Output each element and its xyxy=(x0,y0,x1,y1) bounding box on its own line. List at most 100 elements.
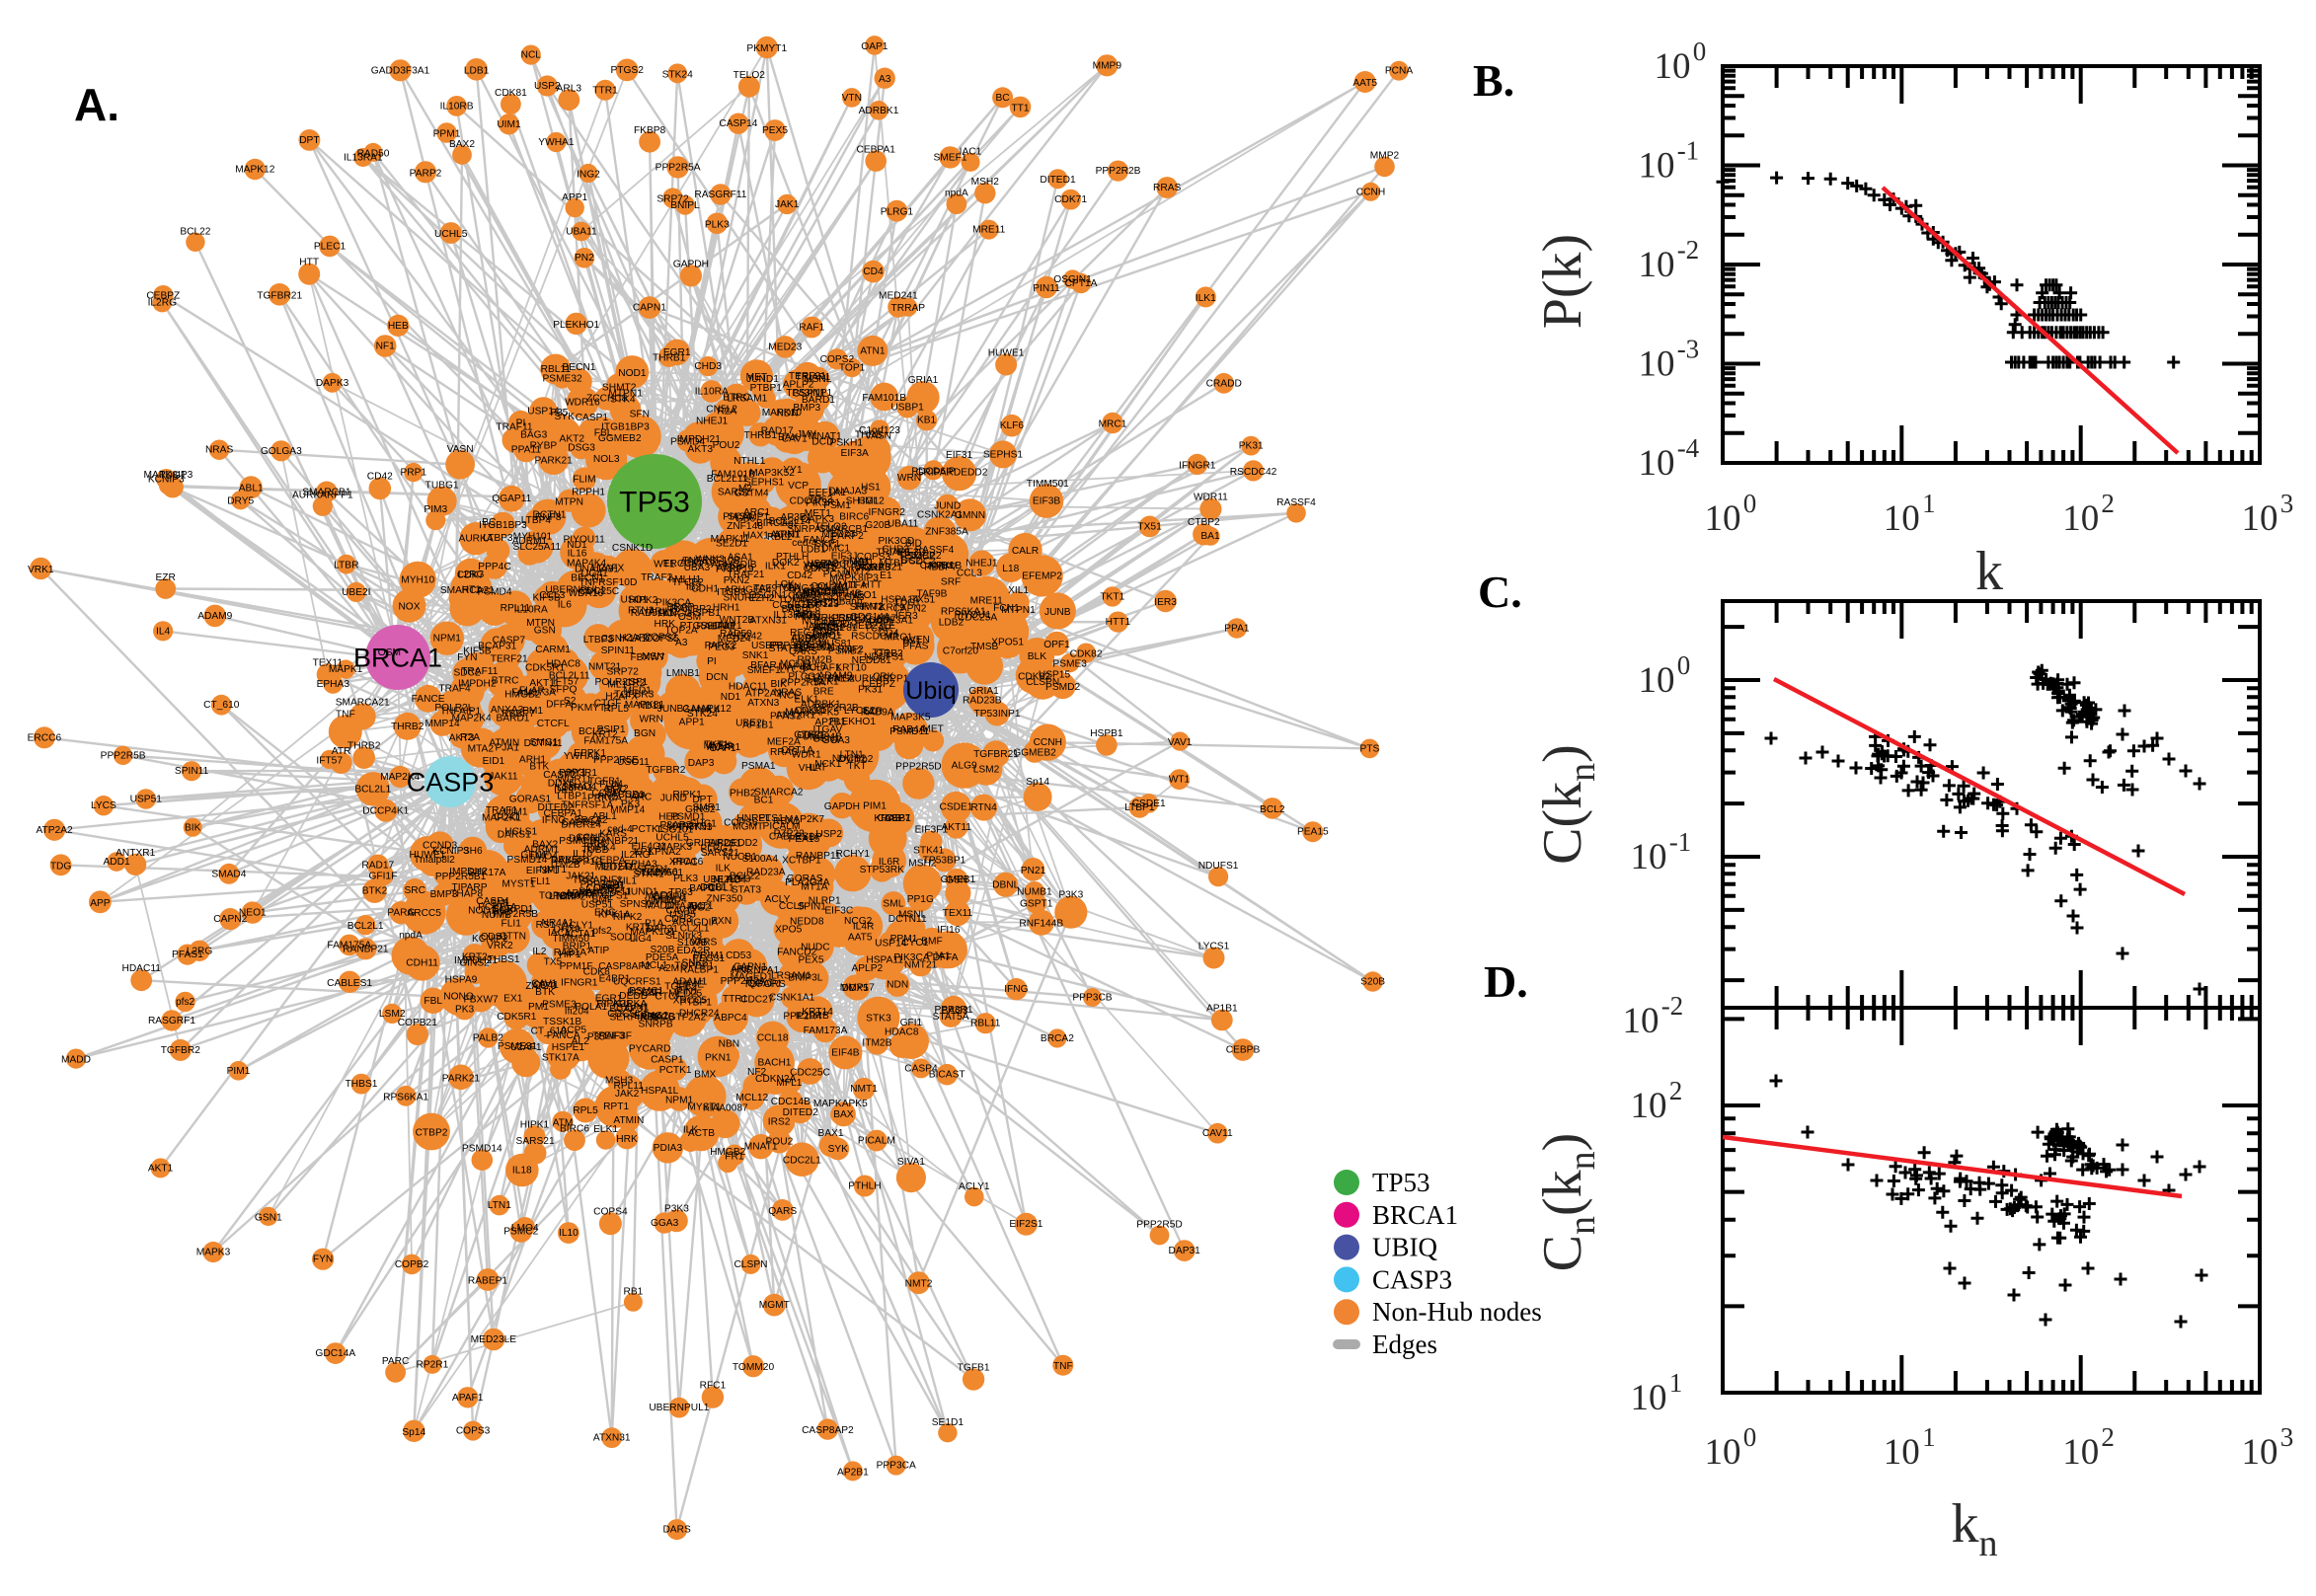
svg-text:TELO2: TELO2 xyxy=(733,70,766,81)
svg-text:TP53INP1: TP53INP1 xyxy=(974,709,1021,720)
svg-text:ACLY1: ACLY1 xyxy=(959,1181,990,1192)
svg-text:CASP8AP2: CASP8AP2 xyxy=(598,961,651,972)
svg-text:QARS: QARS xyxy=(789,646,817,657)
svg-text:AL2: AL2 xyxy=(572,1036,589,1047)
svg-text:PPP2R5A: PPP2R5A xyxy=(781,677,826,688)
svg-text:PLEKHO1: PLEKHO1 xyxy=(553,320,599,331)
svg-text:RASGRF11: RASGRF11 xyxy=(694,190,746,200)
svg-text:HIPK2: HIPK2 xyxy=(629,595,658,606)
svg-text:CDH11: CDH11 xyxy=(406,957,438,968)
svg-text:1: 1 xyxy=(1922,489,1936,518)
svg-text:PSMA1: PSMA1 xyxy=(741,761,776,772)
svg-text:RB1: RB1 xyxy=(838,613,858,624)
svg-text:BA1: BA1 xyxy=(1200,531,1220,542)
svg-text:CCNH: CCNH xyxy=(1034,737,1062,748)
svg-text:GAPDH: GAPDH xyxy=(673,259,709,269)
svg-text:BNIP3L: BNIP3L xyxy=(788,973,822,984)
svg-text:THBS1: THBS1 xyxy=(346,1079,378,1090)
svg-text:RP2R1: RP2R1 xyxy=(416,1359,448,1370)
svg-text:3: 3 xyxy=(2280,1422,2294,1452)
svg-text:IL16: IL16 xyxy=(568,549,587,560)
svg-text:GFI1F: GFI1F xyxy=(368,871,397,881)
svg-text:PLK3: PLK3 xyxy=(673,874,698,884)
svg-text:WT1: WT1 xyxy=(1169,775,1191,786)
svg-text:10: 10 xyxy=(1631,1086,1667,1126)
svg-text:APP1: APP1 xyxy=(679,717,705,727)
svg-text:PI: PI xyxy=(707,656,717,667)
svg-text:PYCARD: PYCARD xyxy=(629,1043,670,1054)
svg-text:GDC14A: GDC14A xyxy=(315,1348,355,1359)
svg-text:EPHA3: EPHA3 xyxy=(317,679,350,690)
svg-text:10: 10 xyxy=(1655,46,1691,87)
svg-text:DCTN11: DCTN11 xyxy=(524,738,563,749)
svg-text:MAPK12: MAPK12 xyxy=(235,165,275,176)
svg-text:BMP3: BMP3 xyxy=(793,403,820,414)
svg-text:RB1: RB1 xyxy=(623,1287,643,1298)
svg-text:LMNB1: LMNB1 xyxy=(666,668,700,679)
svg-text:CHD3: CHD3 xyxy=(694,361,722,372)
svg-text:CDK82: CDK82 xyxy=(1018,671,1050,682)
svg-text:NUMB1: NUMB1 xyxy=(1017,887,1052,898)
svg-text:CEBPB: CEBPB xyxy=(1226,1045,1261,1056)
svg-text:ELK1: ELK1 xyxy=(794,695,818,706)
svg-text:DAP31: DAP31 xyxy=(647,924,679,935)
svg-text:AP2B1: AP2B1 xyxy=(837,1467,869,1478)
svg-text:IER3: IER3 xyxy=(895,611,918,622)
svg-text:RAF1: RAF1 xyxy=(799,323,824,334)
svg-text:EFEMP2: EFEMP2 xyxy=(1022,570,1062,581)
svg-text:LMO4: LMO4 xyxy=(511,1223,539,1234)
svg-text:BRIP1: BRIP1 xyxy=(563,942,592,952)
svg-text:LTN1: LTN1 xyxy=(840,750,864,761)
svg-text:AURKA: AURKA xyxy=(459,534,494,545)
svg-text:KRT2: KRT2 xyxy=(592,729,618,740)
svg-text:ATP2A2: ATP2A2 xyxy=(37,825,74,836)
svg-text:TGFBR2: TGFBR2 xyxy=(646,765,686,776)
svg-text:MYH101: MYH101 xyxy=(513,531,553,542)
svg-text:ATP2A2: ATP2A2 xyxy=(745,689,783,700)
svg-text:CD41: CD41 xyxy=(494,811,519,822)
svg-text:IL4: IL4 xyxy=(156,626,170,637)
svg-text:PSME3: PSME3 xyxy=(1052,659,1087,670)
svg-text:VTN: VTN xyxy=(842,93,862,104)
svg-text:DITED1: DITED1 xyxy=(1040,175,1076,186)
svg-text:BC: BC xyxy=(996,93,1010,104)
svg-text:C.: C. xyxy=(1478,567,1522,617)
svg-text:CD4: CD4 xyxy=(863,266,884,277)
svg-text:BC: BC xyxy=(482,517,496,528)
svg-text:CAPN1: CAPN1 xyxy=(633,303,666,314)
svg-text:MGMT: MGMT xyxy=(759,1300,790,1311)
svg-text:CCL3: CCL3 xyxy=(539,590,565,601)
svg-text:ZNF385A: ZNF385A xyxy=(925,526,968,537)
svg-text:HSPB1: HSPB1 xyxy=(1090,728,1123,739)
svg-text:MAPK3: MAPK3 xyxy=(196,1248,231,1258)
svg-text:PARK21: PARK21 xyxy=(535,456,574,467)
svg-text:PN2: PN2 xyxy=(575,253,594,264)
svg-text:GGA3: GGA3 xyxy=(822,735,851,746)
svg-text:AURKARPP1: AURKARPP1 xyxy=(848,673,909,684)
svg-text:L2RG: L2RG xyxy=(187,946,213,956)
svg-text:CDK82: CDK82 xyxy=(1070,649,1103,660)
svg-text:10: 10 xyxy=(1884,1432,1920,1473)
svg-text:AAT5: AAT5 xyxy=(848,933,873,944)
svg-text:NRAS: NRAS xyxy=(205,445,234,456)
svg-text:KB1: KB1 xyxy=(917,416,937,426)
svg-text:TRAF3: TRAF3 xyxy=(592,1031,625,1042)
svg-text:Non-Hub nodes: Non-Hub nodes xyxy=(1372,1297,1542,1327)
svg-text:ARCC5: ARCC5 xyxy=(407,908,441,919)
svg-text:LSM2: LSM2 xyxy=(973,764,1000,775)
svg-text:PPP2R5D: PPP2R5D xyxy=(1136,1220,1182,1231)
svg-text:RNF2: RNF2 xyxy=(837,645,864,655)
svg-text:FAM173A: FAM173A xyxy=(511,687,556,698)
svg-text:EX1: EX1 xyxy=(503,994,523,1005)
svg-text:IL6R: IL6R xyxy=(879,857,900,868)
svg-text:HS1: HS1 xyxy=(861,483,881,494)
svg-text:LYCS: LYCS xyxy=(780,664,806,675)
svg-text:Sp14: Sp14 xyxy=(1026,777,1049,788)
svg-text:LRSAM1: LRSAM1 xyxy=(728,394,768,405)
svg-text:RTN4: RTN4 xyxy=(970,802,997,813)
svg-text:NMT2: NMT2 xyxy=(905,1279,933,1290)
svg-text:ILK1: ILK1 xyxy=(765,562,786,572)
svg-text:PTS: PTS xyxy=(1359,743,1379,754)
svg-text:ADD1: ADD1 xyxy=(104,857,131,868)
svg-text:RPS6KA1: RPS6KA1 xyxy=(941,607,986,618)
